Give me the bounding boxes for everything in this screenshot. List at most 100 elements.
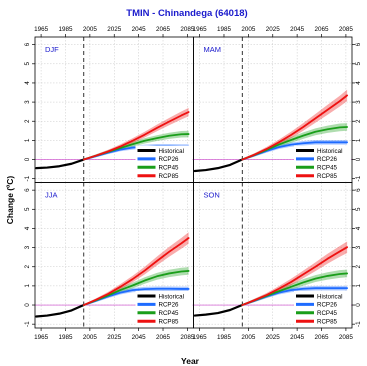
y-tick-label-left: 0 — [24, 303, 31, 307]
legend-label-rcp45: RCP45 — [159, 310, 180, 317]
x-tick-label-top: 2045 — [132, 26, 147, 33]
panel-frame — [193, 182, 353, 329]
chart-title: TMIN - Chinandega (64018) — [126, 8, 247, 19]
x-tick-label-top: 2045 — [290, 26, 305, 33]
x-tick-label-bottom: 2045 — [132, 334, 147, 341]
legend-label-rcp85: RCP85 — [317, 173, 338, 180]
y-tick-label-right: 4 — [355, 226, 362, 230]
series-line-rcp85 — [82, 111, 190, 161]
y-tick-label-right: 1 — [355, 138, 362, 142]
y-tick-label-left: 5 — [24, 62, 31, 66]
y-tick-label-right: -1 — [355, 175, 362, 181]
axes-layer: 1965196519851985200520052025202520452045… — [24, 26, 362, 341]
series-band-rcp85 — [83, 107, 189, 161]
panels-layer: DJFHistoricalRCP26RCP45RCP85MAMHistorica… — [34, 36, 353, 329]
y-tick-label-left: 0 — [24, 157, 31, 161]
y-tick-label-left: 3 — [24, 100, 31, 104]
x-tick-label-bottom: 2065 — [156, 334, 171, 341]
x-tick-label-top: 1985 — [58, 26, 73, 33]
x-tick-label-top: 1965 — [193, 26, 208, 33]
x-tick-label-top: 1985 — [217, 26, 232, 33]
x-tick-label-top: 2085 — [180, 26, 195, 33]
y-tick-label-left: 4 — [24, 226, 31, 230]
x-tick-label-top: 2085 — [339, 26, 354, 33]
y-tick-label-left: 1 — [24, 284, 31, 288]
legend-label-rcp26: RCP26 — [159, 302, 180, 309]
x-axis-label: Year — [181, 356, 200, 366]
series-line-historical — [35, 158, 85, 170]
x-tick-label-top: 2005 — [83, 26, 98, 33]
y-tick-label-right: 2 — [355, 264, 362, 268]
y-tick-label-right: 3 — [355, 245, 362, 249]
panel-label: MAM — [204, 45, 222, 54]
panel-label: JJA — [45, 191, 58, 200]
series-line-historical — [193, 158, 244, 173]
legend-label-rcp26: RCP26 — [317, 302, 338, 309]
x-tick-label-top: 2005 — [241, 26, 256, 33]
y-tick-label-right: 3 — [355, 100, 362, 104]
series-group — [193, 89, 349, 173]
y-tick-label-left: -1 — [24, 321, 31, 327]
y-tick-label-left: 2 — [24, 119, 31, 123]
series-line-rcp85 — [241, 94, 349, 161]
x-tick-label-top: 2065 — [315, 26, 330, 33]
y-tick-label-left: 4 — [24, 81, 31, 85]
series-band-rcp85 — [242, 241, 348, 306]
legend-label-rcp85: RCP85 — [159, 319, 180, 326]
y-tick-label-right: 6 — [355, 188, 362, 192]
x-tick-label-bottom: 1985 — [217, 334, 232, 341]
x-tick-label-top: 1965 — [34, 26, 49, 33]
legend-label-rcp45: RCP45 — [159, 165, 180, 172]
y-tick-label-right: 5 — [355, 62, 362, 66]
legend-label-rcp85: RCP85 — [317, 319, 338, 326]
x-tick-label-bottom: 2045 — [290, 334, 305, 341]
x-tick-label-bottom: 2025 — [266, 334, 281, 341]
panel-label: DJF — [45, 45, 59, 54]
x-tick-label-bottom: 2065 — [315, 334, 330, 341]
legend-label-rcp26: RCP26 — [317, 156, 338, 163]
y-tick-label-right: 2 — [355, 119, 362, 123]
series-group — [35, 232, 190, 318]
legend-label-rcp26: RCP26 — [159, 156, 180, 163]
x-tick-label-bottom: 2025 — [107, 334, 122, 341]
y-tick-label-right: 1 — [355, 284, 362, 288]
x-tick-label-bottom: 1965 — [193, 334, 208, 341]
series-line-rcp85 — [241, 246, 349, 306]
y-tick-label-right: 5 — [355, 207, 362, 211]
y-tick-label-right: 4 — [355, 81, 362, 85]
y-tick-label-right: -1 — [355, 321, 362, 327]
legend-label-historical: Historical — [159, 293, 184, 300]
y-tick-label-left: 3 — [24, 245, 31, 249]
y-tick-label-right: 6 — [355, 42, 362, 46]
y-tick-label-left: -1 — [24, 175, 31, 181]
x-tick-label-bottom: 2085 — [180, 334, 195, 341]
y-tick-label-left: 6 — [24, 42, 31, 46]
series-line-historical — [193, 303, 244, 317]
y-axis-label: Change (ºC) — [5, 176, 15, 225]
series-group — [193, 241, 349, 317]
x-tick-label-top: 2025 — [107, 26, 122, 33]
y-tick-label-right: 0 — [355, 303, 362, 307]
series-line-rcp85 — [82, 237, 190, 306]
series-band-rcp45 — [242, 123, 348, 161]
panel-label: SON — [204, 191, 220, 200]
series-band-rcp45 — [242, 269, 348, 306]
x-tick-label-bottom: 2085 — [339, 334, 354, 341]
legend-label-rcp45: RCP45 — [317, 310, 338, 317]
x-tick-label-bottom: 2005 — [241, 334, 256, 341]
y-tick-label-left: 6 — [24, 188, 31, 192]
series-line-historical — [35, 303, 85, 318]
x-tick-label-bottom: 1985 — [58, 334, 73, 341]
legend-label-historical: Historical — [317, 148, 342, 155]
legend-label-historical: Historical — [317, 293, 342, 300]
x-tick-label-bottom: 2005 — [83, 334, 98, 341]
y-tick-label-right: 0 — [355, 157, 362, 161]
x-tick-label-top: 2065 — [156, 26, 171, 33]
